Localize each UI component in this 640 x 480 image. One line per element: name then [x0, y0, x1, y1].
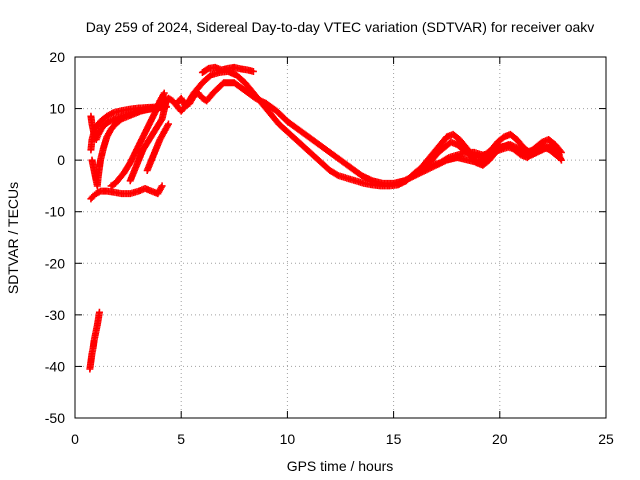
series-track-l	[421, 138, 563, 169]
data-point	[555, 154, 563, 162]
y-tick-label: 10	[49, 101, 65, 117]
data-point	[158, 182, 166, 190]
data-point	[164, 120, 172, 128]
x-tick-label: 15	[386, 431, 402, 447]
data-point	[95, 308, 103, 316]
data-point	[160, 89, 168, 97]
x-tick-label: 5	[177, 431, 185, 447]
y-tick-label: -40	[45, 358, 65, 374]
series-track-f	[126, 97, 170, 185]
data-point	[556, 147, 564, 155]
data-point	[249, 67, 257, 75]
x-tick-label: 0	[71, 431, 79, 447]
y-tick-label: -30	[45, 307, 65, 323]
x-tick-label: 25	[598, 431, 614, 447]
series-track-j	[198, 63, 257, 76]
data-point	[554, 153, 562, 161]
x-tick-label: 10	[280, 431, 296, 447]
series-track-i	[173, 79, 565, 187]
chart-title: Day 259 of 2024, Sidereal Day-to-day VTE…	[86, 19, 595, 35]
data-points	[86, 63, 565, 373]
series-track-m	[86, 308, 103, 373]
axis-ticks: 0 5 10 15 20 25 -50 -40 -30 -20 -10 0 10 20	[45, 49, 614, 447]
x-axis-label: GPS time / hours	[287, 458, 394, 474]
y-axis-label: SDTVAR / TECUs	[5, 182, 21, 294]
x-tick-label: 20	[492, 431, 508, 447]
plot-frame	[74, 56, 607, 419]
y-tick-label: 0	[57, 152, 65, 168]
y-tick-label: -20	[45, 255, 65, 271]
y-tick-label: -10	[45, 204, 65, 220]
series-track-d	[88, 104, 164, 190]
y-tick-label: 20	[49, 49, 65, 65]
series-track-c	[87, 182, 166, 203]
series-track-g	[143, 120, 172, 174]
y-tick-label: -50	[45, 410, 65, 426]
data-point	[557, 148, 565, 156]
